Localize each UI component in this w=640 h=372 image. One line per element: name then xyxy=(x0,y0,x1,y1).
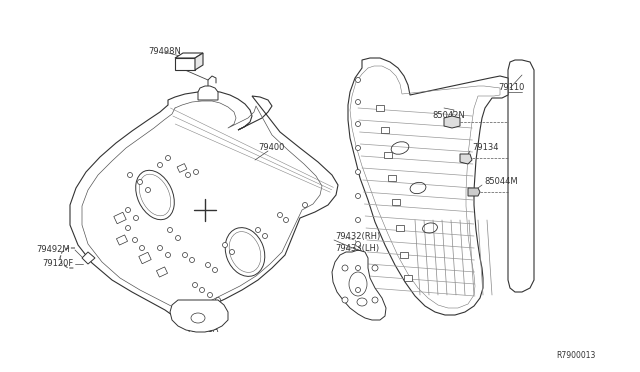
Polygon shape xyxy=(175,53,203,58)
Circle shape xyxy=(230,250,234,254)
FancyBboxPatch shape xyxy=(139,252,151,264)
Text: 79781A: 79781A xyxy=(186,326,218,334)
Circle shape xyxy=(303,202,307,208)
Polygon shape xyxy=(404,275,412,281)
Polygon shape xyxy=(82,252,95,264)
Polygon shape xyxy=(195,53,203,70)
Text: 79134: 79134 xyxy=(472,144,499,153)
Circle shape xyxy=(182,253,188,257)
Circle shape xyxy=(189,257,195,263)
Circle shape xyxy=(157,246,163,250)
Circle shape xyxy=(355,145,360,151)
Circle shape xyxy=(284,218,289,222)
Polygon shape xyxy=(460,154,472,164)
Polygon shape xyxy=(170,300,228,332)
Polygon shape xyxy=(400,252,408,258)
Text: 85044M: 85044M xyxy=(484,177,518,186)
Circle shape xyxy=(342,265,348,271)
Circle shape xyxy=(200,288,205,292)
Circle shape xyxy=(168,228,173,232)
Circle shape xyxy=(125,208,131,212)
Polygon shape xyxy=(384,152,392,158)
Circle shape xyxy=(157,163,163,167)
Circle shape xyxy=(166,155,170,160)
Circle shape xyxy=(140,246,145,250)
Circle shape xyxy=(355,122,360,126)
Polygon shape xyxy=(396,225,404,231)
Circle shape xyxy=(134,215,138,221)
Circle shape xyxy=(125,225,131,231)
FancyBboxPatch shape xyxy=(114,212,126,224)
Circle shape xyxy=(193,170,198,174)
Circle shape xyxy=(355,77,360,83)
Circle shape xyxy=(355,170,360,174)
Circle shape xyxy=(372,297,378,303)
Text: 79492M: 79492M xyxy=(36,246,70,254)
Polygon shape xyxy=(381,127,389,133)
Circle shape xyxy=(342,297,348,303)
Text: 79110: 79110 xyxy=(498,83,524,93)
Circle shape xyxy=(355,241,360,247)
Circle shape xyxy=(372,265,378,271)
Circle shape xyxy=(205,263,211,267)
Circle shape xyxy=(223,243,227,247)
Circle shape xyxy=(212,267,218,273)
Circle shape xyxy=(132,237,138,243)
Text: R7900013: R7900013 xyxy=(557,350,596,359)
Text: 85042N: 85042N xyxy=(432,112,465,121)
Polygon shape xyxy=(388,175,396,181)
Text: 79432(RH): 79432(RH) xyxy=(335,231,380,241)
Circle shape xyxy=(355,99,360,105)
Circle shape xyxy=(145,187,150,192)
Polygon shape xyxy=(348,58,508,315)
Circle shape xyxy=(355,193,360,199)
Polygon shape xyxy=(376,105,384,111)
Polygon shape xyxy=(332,250,386,320)
Circle shape xyxy=(138,180,143,185)
Text: 79120F: 79120F xyxy=(42,260,73,269)
Circle shape xyxy=(355,218,360,222)
Circle shape xyxy=(255,228,260,232)
Circle shape xyxy=(262,234,268,238)
Circle shape xyxy=(166,253,170,257)
Circle shape xyxy=(278,212,282,218)
Polygon shape xyxy=(508,60,534,292)
Text: 79400: 79400 xyxy=(258,144,284,153)
Circle shape xyxy=(186,173,191,177)
Polygon shape xyxy=(468,188,480,196)
Polygon shape xyxy=(444,116,460,128)
Polygon shape xyxy=(198,86,218,100)
Polygon shape xyxy=(70,91,338,317)
FancyBboxPatch shape xyxy=(177,164,187,172)
Text: 79498N: 79498N xyxy=(148,48,181,57)
Circle shape xyxy=(355,266,360,270)
Circle shape xyxy=(355,288,360,292)
Circle shape xyxy=(193,282,198,288)
Circle shape xyxy=(175,235,180,241)
FancyBboxPatch shape xyxy=(116,235,127,245)
Circle shape xyxy=(207,292,212,298)
Circle shape xyxy=(127,173,132,177)
Circle shape xyxy=(216,298,221,302)
Polygon shape xyxy=(392,199,400,205)
Text: 79433(LH): 79433(LH) xyxy=(335,244,379,253)
Polygon shape xyxy=(175,58,195,70)
FancyBboxPatch shape xyxy=(156,267,168,277)
